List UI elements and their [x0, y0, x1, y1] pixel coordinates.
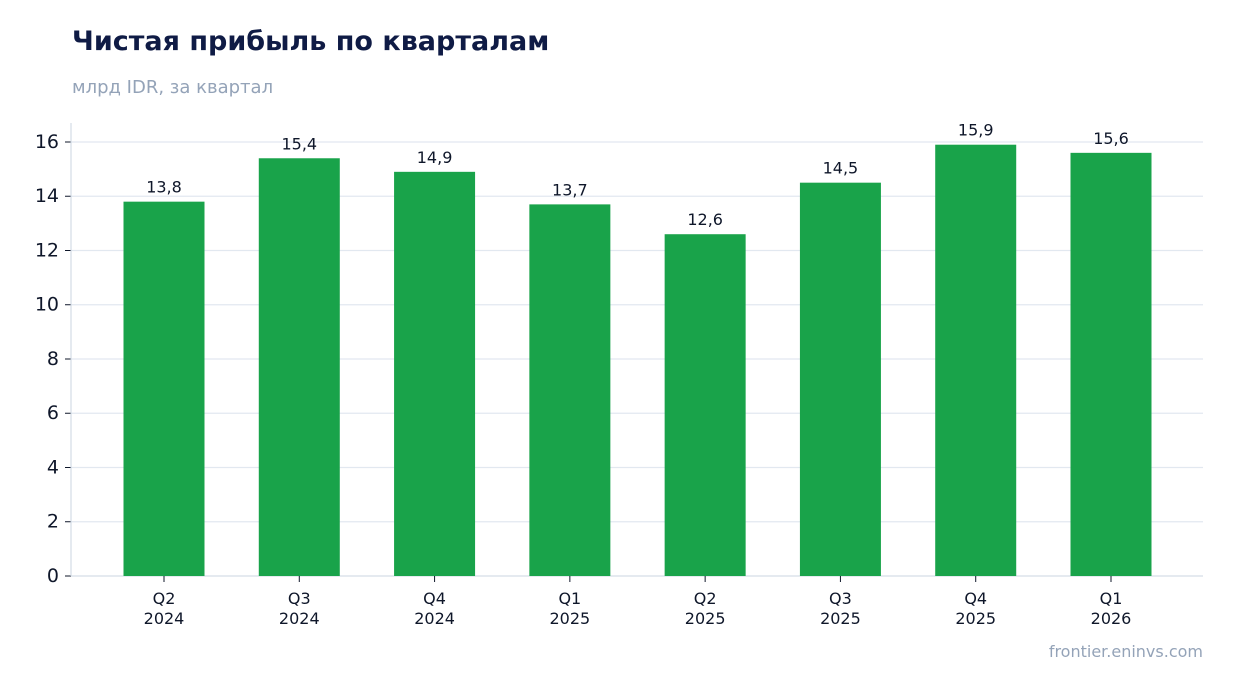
x-tick-label: Q4 2024: [414, 589, 455, 628]
source-credit: frontier.eninvs.com: [1048, 642, 1203, 661]
x-tick-label: Q1 2026: [1091, 589, 1132, 628]
x-tick-label: Q3 2025: [820, 589, 861, 628]
x-tick-label: Q3 2024: [279, 589, 320, 628]
x-tick-label-line: 2024: [144, 609, 185, 628]
x-tick-label-line: Q4: [964, 589, 987, 608]
bar: [799, 182, 881, 577]
bar: [935, 144, 1017, 576]
x-tick-label-line: Q1: [1100, 589, 1123, 608]
data-label: 14,9: [417, 148, 453, 167]
x-tick-label-line: Q2: [694, 589, 717, 608]
y-tick-label: 2: [47, 511, 59, 533]
x-tick-label-line: 2025: [549, 609, 590, 628]
bar: [1070, 152, 1152, 576]
x-tick-label-line: Q1: [558, 589, 581, 608]
data-label: 15,9: [958, 121, 994, 140]
y-tick-label: 10: [35, 294, 59, 316]
y-tick-label: 14: [35, 185, 59, 207]
bar: [258, 158, 340, 576]
y-tick-label: 0: [47, 565, 59, 587]
data-label: 12,6: [687, 210, 723, 229]
bar: [664, 234, 746, 576]
x-tick-label-line: Q4: [423, 589, 446, 608]
y-tick-label: 4: [47, 456, 59, 478]
bar: [123, 201, 205, 576]
y-tick-label: 6: [47, 402, 59, 424]
data-label: 13,7: [552, 180, 588, 199]
x-tick-label: Q1 2025: [549, 589, 590, 628]
data-label: 15,4: [281, 134, 317, 153]
x-tick-label-line: 2026: [1091, 609, 1132, 628]
y-tick-label: 16: [35, 131, 59, 153]
bar: [394, 171, 476, 576]
x-tick-label: Q4 2025: [955, 589, 996, 628]
x-tick-label: Q2 2025: [685, 589, 726, 628]
x-tick-label-line: Q3: [829, 589, 852, 608]
data-label: 13,8: [146, 178, 182, 197]
y-tick-label: 8: [47, 348, 59, 370]
x-tick-label-line: 2025: [685, 609, 726, 628]
data-label: 15,6: [1093, 129, 1129, 148]
chart-subtitle: млрд IDR, за квартал: [72, 77, 274, 98]
x-tick-label-line: 2024: [279, 609, 320, 628]
x-tick-label-line: 2025: [955, 609, 996, 628]
x-tick-label-line: 2024: [414, 609, 455, 628]
x-tick-label-line: Q2: [153, 589, 176, 608]
chart-title: Чистая прибыль по кварталам: [72, 26, 550, 57]
x-tick-label: Q2 2024: [144, 589, 185, 628]
y-tick-label: 12: [35, 239, 59, 261]
x-tick-label-line: 2025: [820, 609, 861, 628]
x-tick-label-line: Q3: [288, 589, 311, 608]
bar: [529, 204, 611, 576]
data-label: 14,5: [823, 159, 859, 178]
